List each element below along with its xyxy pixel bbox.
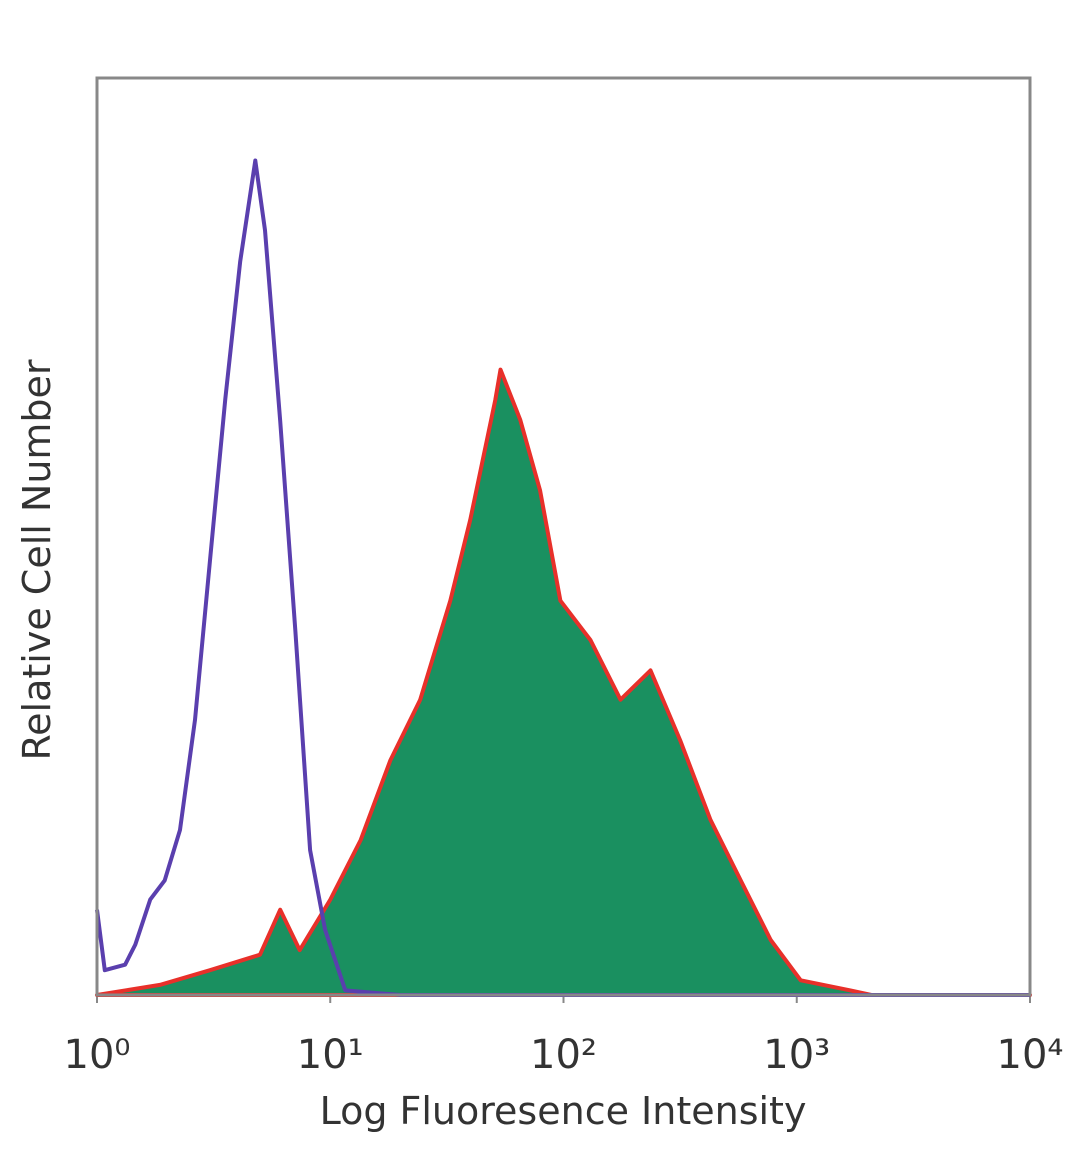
plot-frame xyxy=(95,76,1032,997)
x-tick-label: 10³ xyxy=(763,1032,830,1078)
x-tick-label: 10⁰ xyxy=(64,1032,131,1078)
histogram-area xyxy=(95,367,1032,997)
x-tick-label: 10⁴ xyxy=(997,1032,1064,1078)
histogram-outline xyxy=(95,158,1030,997)
y-axis-label: Relative Cell Number xyxy=(15,359,59,760)
x-axis-label: Log Fluoresence Intensity xyxy=(320,1089,807,1133)
x-tick-label: 10² xyxy=(530,1032,597,1078)
x-tick-label: 10¹ xyxy=(297,1032,364,1078)
